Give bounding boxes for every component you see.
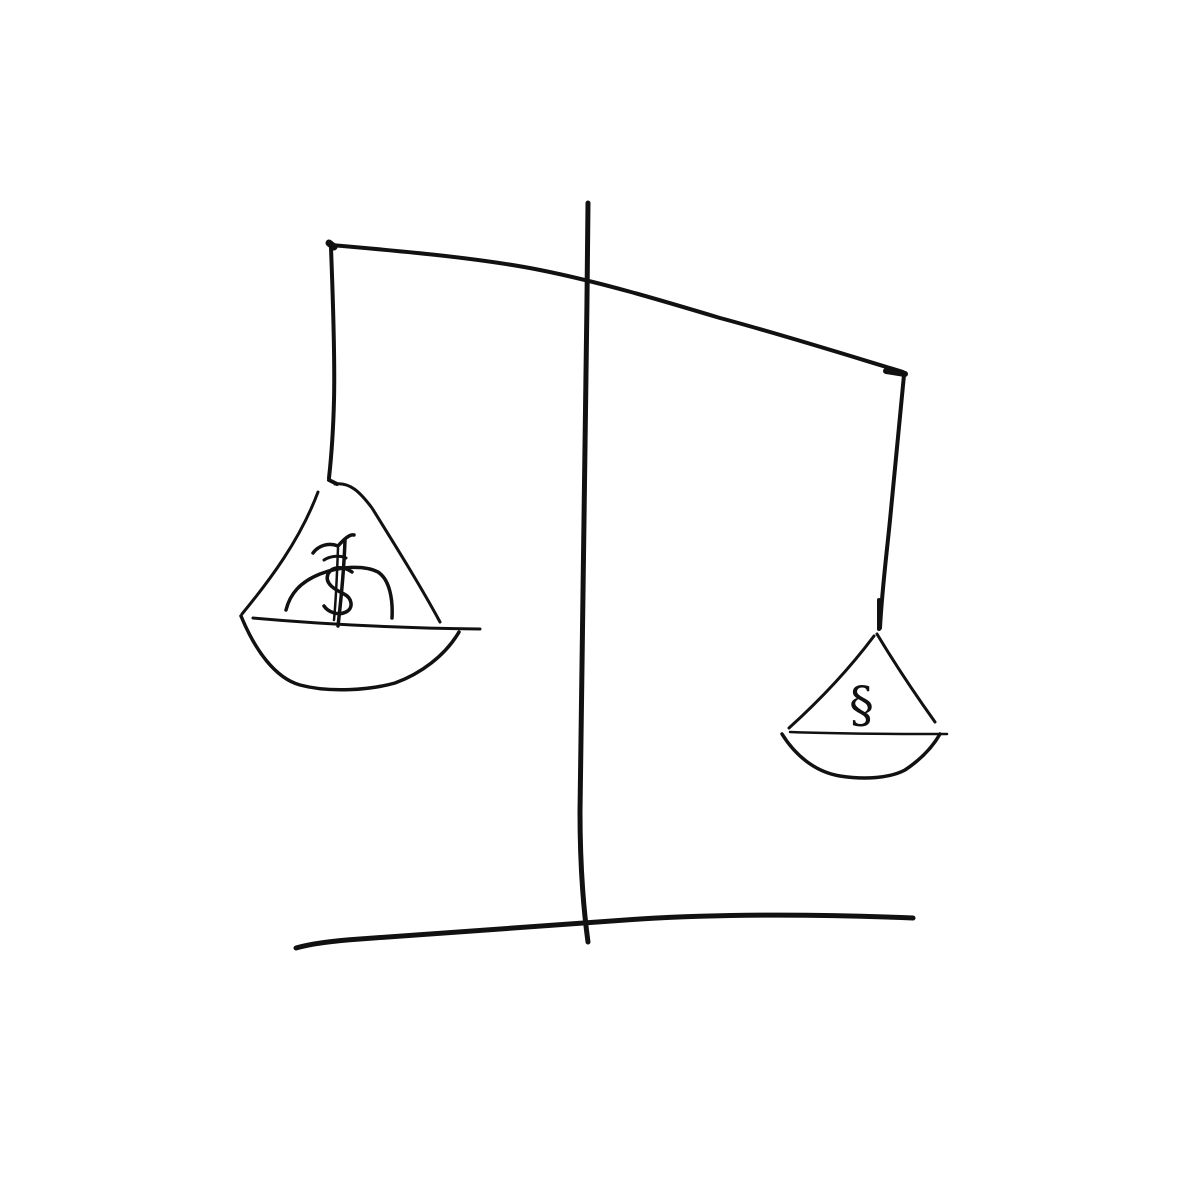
scale-pole — [577, 200, 591, 945]
money-bag-icon — [284, 533, 394, 628]
beam-right-cap — [883, 368, 908, 377]
right-pan-rim — [788, 730, 949, 736]
beam-line — [329, 243, 905, 374]
left-pan-hanger-right — [333, 482, 442, 624]
left-pan-rim — [251, 616, 482, 631]
left-hanger-knot — [327, 478, 339, 486]
money-bag-neck — [311, 533, 356, 555]
section-sign-icon: § — [849, 676, 874, 734]
left-pan-assembly — [239, 246, 482, 692]
money-bag-body — [284, 565, 394, 620]
left-cord — [327, 246, 337, 480]
right-cord — [878, 373, 906, 630]
scale-base — [293, 912, 916, 951]
left-pan-bowl — [239, 614, 461, 692]
beam-left-cap — [325, 239, 338, 251]
scale-beam — [325, 239, 908, 377]
right-pan-hanger-right — [875, 632, 937, 724]
left-pan-hanger — [240, 490, 320, 616]
scale-stand — [293, 200, 916, 951]
dollar-sign-bar-2 — [332, 546, 340, 622]
right-pan-bowl — [780, 732, 942, 780]
dollar-sign-bar — [336, 538, 347, 628]
right-pan-assembly — [780, 373, 949, 780]
right-pan-hanger — [787, 634, 876, 730]
